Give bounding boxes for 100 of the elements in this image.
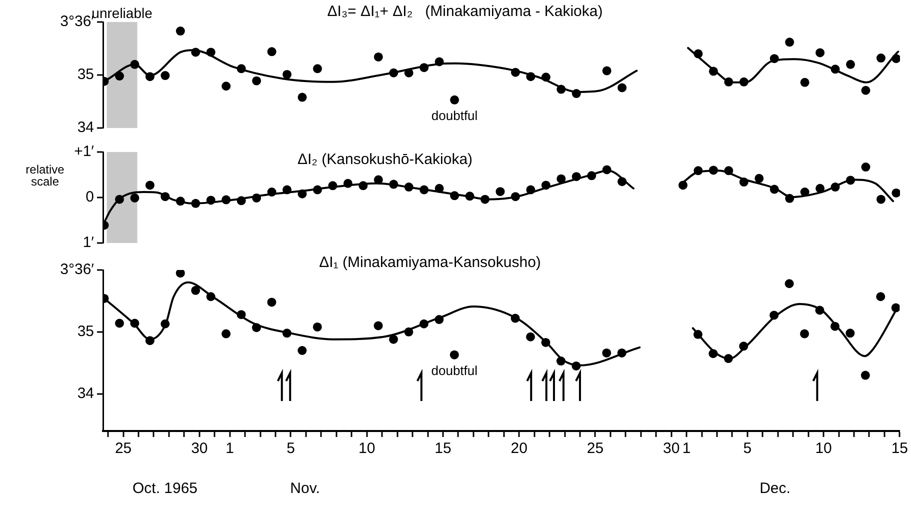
point xyxy=(892,188,900,198)
text: Nov. xyxy=(290,480,320,498)
y-tick-label: 34 xyxy=(77,119,94,136)
point xyxy=(556,84,566,94)
point xyxy=(419,319,428,328)
point xyxy=(176,26,185,36)
point xyxy=(420,63,429,72)
point xyxy=(830,64,840,74)
point xyxy=(724,354,733,364)
point xyxy=(785,38,794,47)
point xyxy=(602,165,612,174)
point xyxy=(145,336,154,346)
chart-title: ΔI₂ (Kansokushō-Kakioka) xyxy=(297,151,473,168)
point xyxy=(236,310,246,320)
y-tick-label: 35 xyxy=(77,66,94,84)
point xyxy=(115,194,124,204)
point xyxy=(526,332,536,342)
point xyxy=(358,181,368,190)
x-tick-label: 1 xyxy=(226,440,234,458)
point xyxy=(694,166,703,176)
point xyxy=(206,292,216,302)
point xyxy=(816,48,825,58)
point xyxy=(587,171,596,180)
y-tick-label: 34 xyxy=(77,384,94,402)
point xyxy=(891,303,900,312)
point xyxy=(343,178,352,188)
text: Dec. xyxy=(760,480,790,498)
annotation: doubtful xyxy=(431,362,478,378)
point xyxy=(404,327,414,336)
point xyxy=(222,82,231,91)
point xyxy=(252,193,262,202)
point xyxy=(450,191,460,200)
point xyxy=(130,193,140,202)
point xyxy=(816,184,825,193)
point xyxy=(784,279,794,288)
point xyxy=(312,322,322,332)
point xyxy=(846,328,855,338)
point xyxy=(526,72,536,82)
point xyxy=(708,166,718,175)
x-tick-label: 5 xyxy=(743,440,752,458)
point xyxy=(694,49,703,58)
y-tick-label: 0 xyxy=(86,188,94,206)
x-tick-label: 25 xyxy=(114,440,132,458)
point xyxy=(450,95,460,104)
point xyxy=(541,180,550,190)
point xyxy=(130,60,140,69)
point xyxy=(876,54,886,63)
x-tick-label: 15 xyxy=(434,440,452,458)
y-axis-title: relative scale xyxy=(26,162,65,188)
point xyxy=(541,72,550,82)
x-tick-label: 5 xyxy=(286,440,295,458)
point xyxy=(298,346,307,355)
point xyxy=(678,180,688,190)
point xyxy=(420,185,429,194)
point xyxy=(785,194,794,203)
point xyxy=(160,71,170,80)
point xyxy=(724,166,734,176)
x-tick-label: 15 xyxy=(891,440,908,458)
point xyxy=(739,77,748,86)
point xyxy=(770,310,779,320)
point xyxy=(176,270,185,278)
point xyxy=(222,195,231,204)
point xyxy=(434,184,444,193)
point xyxy=(724,77,734,86)
point xyxy=(206,48,216,57)
point xyxy=(206,196,216,205)
point xyxy=(602,66,612,76)
point xyxy=(541,338,550,347)
point xyxy=(770,54,779,64)
point xyxy=(556,174,566,184)
point xyxy=(618,83,627,92)
point xyxy=(830,322,840,331)
point xyxy=(846,176,856,185)
point xyxy=(298,189,307,198)
point xyxy=(176,196,185,206)
point xyxy=(267,47,276,56)
point xyxy=(830,182,840,192)
point xyxy=(556,356,566,366)
point xyxy=(572,89,581,98)
point xyxy=(115,72,124,81)
x-tick-label: 1 xyxy=(682,440,691,458)
y-tick-label: 35 xyxy=(77,323,94,340)
point xyxy=(160,192,170,202)
chart-title: ΔI₃= ΔI₁+ ΔI₂ (Minakamiyama - Kakioka) xyxy=(327,3,603,20)
band-label: unreliable xyxy=(92,4,153,21)
point xyxy=(191,198,200,208)
point xyxy=(191,48,200,57)
point xyxy=(602,348,612,358)
point xyxy=(191,286,200,295)
point xyxy=(860,370,870,380)
point xyxy=(389,180,398,189)
point xyxy=(770,184,779,194)
point xyxy=(876,194,886,204)
point xyxy=(815,306,824,315)
point xyxy=(510,68,520,77)
point xyxy=(480,194,490,204)
point xyxy=(739,342,748,351)
point xyxy=(708,66,718,76)
text: Oct. 1965 xyxy=(132,480,198,498)
point xyxy=(496,187,505,196)
